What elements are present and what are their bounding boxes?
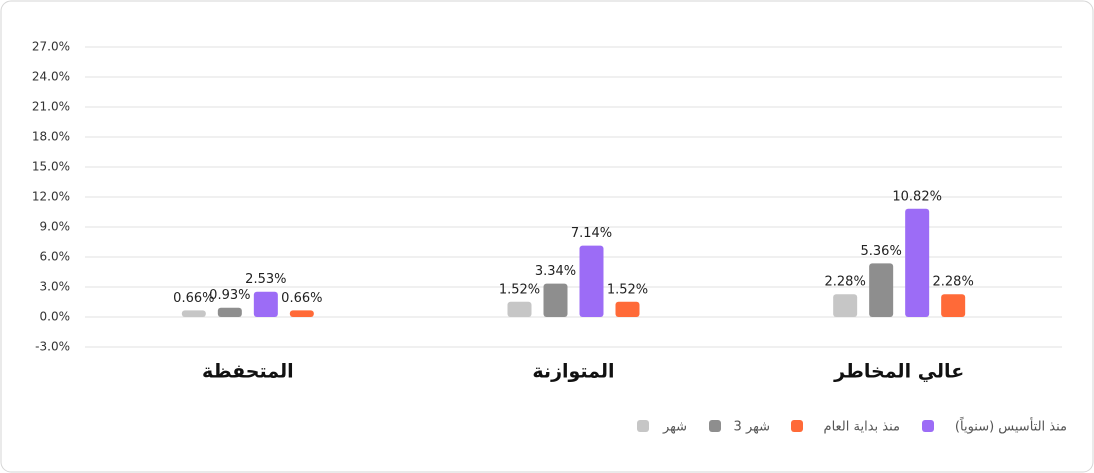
- y-tick-label: 3.0%: [40, 280, 71, 294]
- value-label: 0.93%: [209, 288, 250, 303]
- y-tick-label: 27.0%: [32, 40, 70, 54]
- y-tick-label: 24.0%: [32, 70, 70, 84]
- value-label: 0.66%: [281, 291, 322, 306]
- value-label: 1.52%: [607, 282, 648, 297]
- bar: [507, 301, 532, 317]
- bar: [833, 294, 858, 317]
- category-label: عالي المخاطر: [833, 361, 964, 383]
- y-tick-label: 9.0%: [40, 220, 71, 234]
- y-tick-label: -3.0%: [35, 340, 70, 354]
- legend-label: شهر: [662, 420, 687, 435]
- y-tick-label: 18.0%: [32, 130, 70, 144]
- legend-swatch: [922, 420, 934, 432]
- legend-label: منذ التأسيس (سنوياً): [955, 417, 1067, 435]
- value-label: 0.66%: [173, 291, 214, 306]
- legend-swatch: [637, 420, 649, 432]
- y-tick-label: 6.0%: [40, 250, 71, 264]
- legend-label: 3 شهر: [734, 420, 770, 435]
- value-label: 5.36%: [861, 244, 902, 259]
- bar: [579, 245, 604, 317]
- bar: [615, 301, 640, 317]
- category-label: المتحفظة: [202, 361, 294, 383]
- value-label: 10.82%: [892, 189, 942, 204]
- bar: [905, 208, 930, 317]
- value-label: 2.28%: [825, 275, 866, 290]
- y-tick-label: 21.0%: [32, 100, 70, 114]
- bar: [253, 291, 278, 317]
- legend-label: منذ بداية العام: [824, 420, 900, 435]
- value-label: 1.52%: [499, 282, 540, 297]
- legend-swatch: [709, 420, 721, 432]
- bar: [289, 310, 314, 317]
- y-tick-label: 12.0%: [32, 190, 70, 204]
- value-label: 2.28%: [933, 275, 974, 290]
- bar: [181, 310, 206, 317]
- value-label: 3.34%: [535, 264, 576, 279]
- value-label: 2.53%: [245, 272, 286, 287]
- y-tick-label: 15.0%: [32, 160, 70, 174]
- value-label: 7.14%: [571, 226, 612, 241]
- category-label: المتوازنة: [532, 361, 614, 383]
- bar: [869, 263, 894, 317]
- bar: [217, 307, 242, 317]
- bar: [543, 283, 568, 317]
- legend-swatch: [791, 420, 803, 432]
- bar: [941, 294, 966, 317]
- y-tick-label: 0.0%: [40, 310, 71, 324]
